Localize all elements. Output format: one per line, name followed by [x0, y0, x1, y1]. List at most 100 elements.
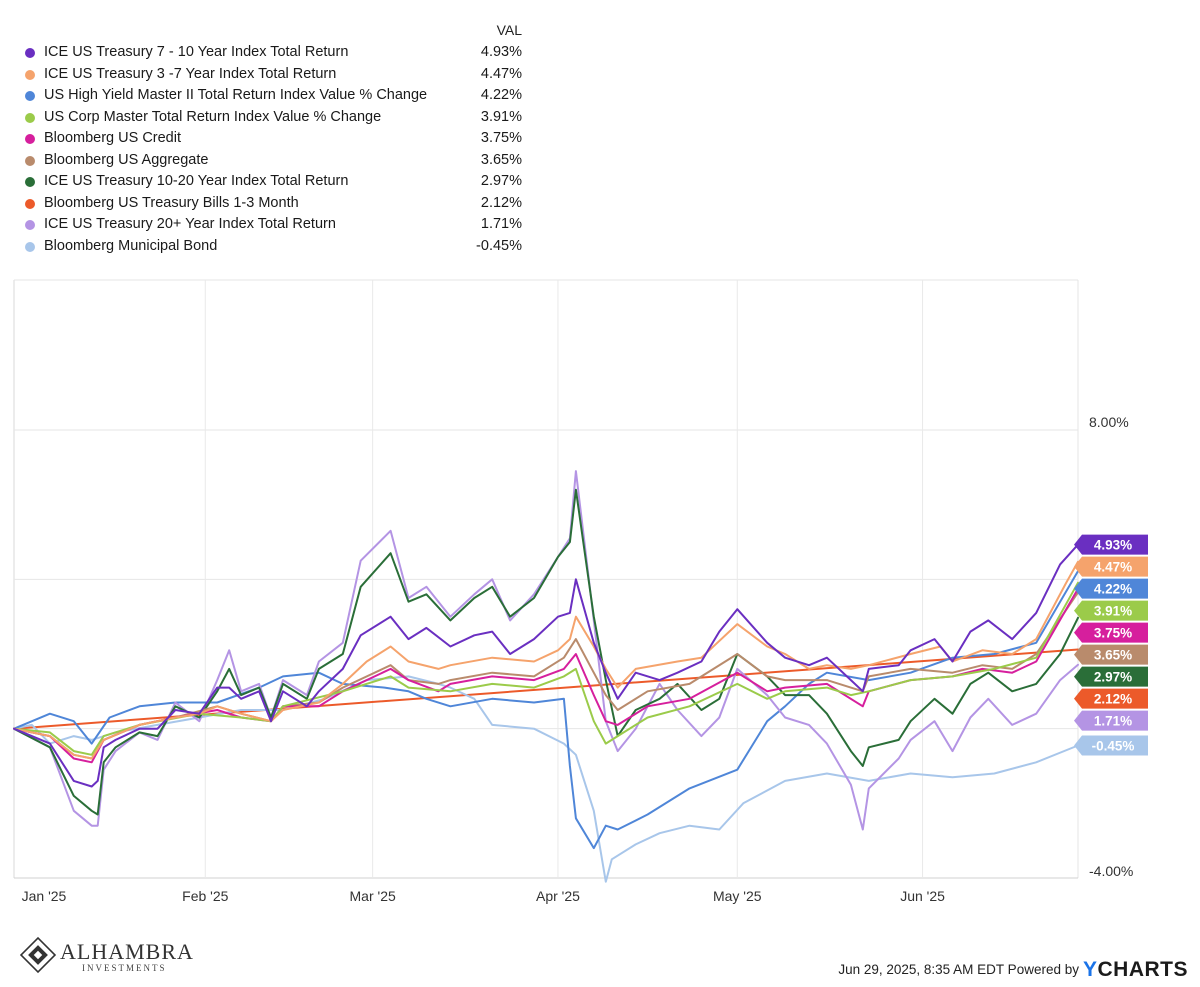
end-value-tag-text: 4.47% [1094, 560, 1132, 575]
legend-item[interactable]: ICE US Treasury 10-20 Year Index Total R… [22, 171, 522, 193]
chart-legend: VAL ICE US Treasury 7 - 10 Year Index To… [22, 20, 522, 257]
legend-item-value: 3.91% [480, 108, 522, 125]
legend-item-name: Bloomberg US Aggregate [44, 151, 209, 168]
legend-item-value: 3.65% [480, 151, 522, 168]
logo-name: ALHAMBRA [60, 939, 194, 964]
end-value-tag-text: 3.91% [1094, 604, 1132, 619]
legend-dot-icon [25, 155, 35, 166]
legend-item-name: ICE US Treasury 10-20 Year Index Total R… [44, 173, 349, 189]
end-value-tag-text: 3.75% [1094, 626, 1132, 641]
end-value-tag-bg [1074, 556, 1148, 577]
end-value-tag-text: 1.71% [1094, 714, 1132, 729]
x-tick-label: Jun '25 [900, 888, 945, 904]
legend-item[interactable]: US Corp Master Total Return Index Value … [22, 107, 522, 129]
timestamp-text: Jun 29, 2025, 8:35 AM EDT Powered by [838, 962, 1079, 977]
legend-item-name: Bloomberg US Credit [44, 130, 181, 146]
end-value-tag-bg [1074, 666, 1148, 687]
legend-item[interactable]: Bloomberg Municipal Bond -0.45% [22, 236, 522, 258]
legend-item[interactable]: ICE US Treasury 20+ Year Index Total Ret… [22, 214, 522, 236]
legend-item-name: US High Yield Master II Total Return Ind… [44, 87, 428, 103]
end-value-tag: 3.75% [1074, 622, 1148, 643]
end-value-tag-bg [1074, 622, 1148, 643]
end-value-tag-bg [1074, 735, 1148, 756]
legend-dot-icon [25, 48, 35, 58]
legend-item[interactable]: Bloomberg US Treasury Bills 1-3 Month 2.1… [22, 193, 522, 215]
logo-subtitle: INVESTMENTS [82, 963, 167, 973]
legend-item-name: ICE US Treasury 20+ Year Index Total Ret… [44, 216, 336, 232]
legend-dot-icon [25, 91, 35, 101]
x-tick-label: Feb '25 [182, 888, 228, 904]
legend-item-name: ICE US Treasury 7 - 10 Year Index Total … [44, 44, 349, 60]
x-tick-label: Jan '25 [22, 888, 67, 904]
end-value-tag-text: 2.12% [1094, 692, 1132, 707]
legend-item[interactable]: ICE US Treasury 7 - 10 Year Index Total … [22, 42, 522, 64]
end-value-tag: 2.97% [1074, 666, 1148, 687]
ycharts-logo-y: Y [1082, 958, 1098, 981]
end-value-tag-bg [1074, 534, 1148, 555]
legend-item-value: 4.47% [480, 65, 522, 82]
legend-header: VAL [22, 20, 522, 42]
x-tick-label: Mar '25 [350, 888, 396, 904]
legend-item-name: Bloomberg Municipal Bond [44, 237, 218, 254]
end-value-tag-bg [1074, 578, 1148, 599]
legend-item-name: US Corp Master Total Return Index Value … [44, 108, 382, 125]
end-value-tag-bg [1074, 600, 1148, 621]
y-tick-label: 8.00% [1089, 414, 1129, 430]
legend-item-name: ICE US Treasury 3 -7 Year Index Total Re… [44, 65, 337, 82]
alhambra-logo: ALHAMBRA INVESTMENTS [20, 936, 193, 976]
legend-item-value: 1.71% [480, 216, 522, 232]
end-value-tag-text: 3.65% [1094, 648, 1132, 663]
legend-dot-icon [25, 198, 35, 209]
end-value-tag-text: 4.22% [1094, 582, 1132, 597]
legend-item[interactable]: Bloomberg US Aggregate 3.65% [22, 150, 522, 172]
series-line [13, 587, 1079, 764]
series-line [13, 675, 1079, 883]
legend-dot-icon [25, 241, 35, 252]
ycharts-logo-rest: CHARTS [1097, 958, 1188, 981]
alhambra-diamond-icon [20, 936, 56, 974]
legend-item-value: 2.12% [480, 194, 522, 211]
series-line [13, 560, 1079, 760]
legend-dot-icon [25, 177, 35, 187]
legend-dot-icon [25, 220, 35, 230]
end-value-tag: 4.93% [1074, 534, 1148, 555]
end-value-tag-bg [1074, 710, 1148, 731]
end-value-tag: -0.45% [1074, 735, 1148, 756]
end-value-tag: 2.12% [1074, 688, 1148, 709]
chart-axes: Jan '25 Feb '25 Mar '25 Apr '25 May '25 Jun '… [22, 414, 1134, 904]
end-value-tag-bg [1074, 688, 1148, 709]
legend-item-value: -0.45% [476, 237, 522, 254]
series-line [13, 470, 1079, 831]
legend-item-value: 4.22% [480, 87, 522, 103]
end-value-tag: 3.91% [1074, 600, 1148, 621]
legend-item[interactable]: US High Yield Master II Total Return Ind… [22, 85, 522, 107]
end-value-tag: 3.65% [1074, 644, 1148, 665]
legend-item[interactable]: Bloomberg US Credit 3.75% [22, 128, 522, 150]
legend-item-value: 4.93% [480, 44, 522, 60]
series-line [13, 648, 1079, 730]
chart-series [13, 470, 1079, 883]
series-line [13, 543, 1079, 788]
legend-dot-icon [25, 112, 35, 123]
legend-item-value: 3.75% [480, 130, 522, 146]
end-value-tag-bg [1074, 644, 1148, 665]
legend-dot-icon [25, 134, 35, 144]
y-tick-label: -4.00% [1089, 863, 1133, 879]
legend-header-label: VAL [496, 22, 522, 38]
legend-dot-icon [25, 69, 35, 80]
end-value-tag: 4.22% [1074, 578, 1148, 599]
end-value-tag: 4.47% [1074, 556, 1148, 577]
legend-item[interactable]: ICE US Treasury 3 -7 Year Index Total Re… [22, 64, 522, 86]
ycharts-logo[interactable]: YCHARTS [1083, 958, 1188, 981]
chart-grid [13, 279, 1079, 879]
legend-item-value: 2.97% [480, 173, 522, 189]
chart-end-labels: 4.93% 4.47% 4.22% 3.91% 3.75% 3.65% 2.97% 2.12%… [1074, 534, 1148, 756]
footer-attribution: Jun 29, 2025, 8:35 AM EDT Powered by YCHA… [838, 958, 1188, 982]
end-value-tag-text: 4.93% [1094, 538, 1132, 553]
end-value-tag-text: 2.97% [1094, 670, 1132, 685]
legend-item-name: Bloomberg US Treasury Bills 1-3 Month [44, 194, 299, 211]
end-value-tag-text: -0.45% [1092, 738, 1135, 753]
x-tick-label: Apr '25 [536, 888, 580, 904]
end-value-tag: 1.71% [1074, 710, 1148, 731]
